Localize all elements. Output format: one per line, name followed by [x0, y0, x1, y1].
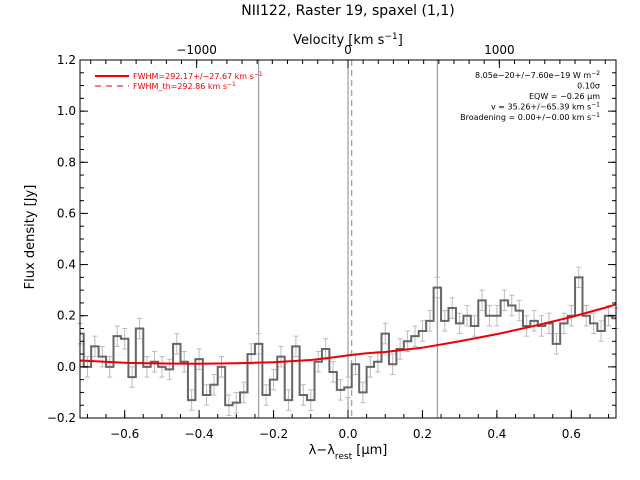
- y-tick-label: 0.4: [57, 258, 76, 272]
- axes-layer: −0.6 −0.4 −0.2 0.0 0.2 0.4 0.6 −1000 0 1000 −0.2 0.…: [47, 43, 617, 441]
- y-tick-label: −0.2: [47, 411, 76, 425]
- top-tick-label: 1000: [484, 43, 515, 57]
- x-tick-label: −0.4: [185, 427, 214, 441]
- fit-layer: [79, 303, 617, 365]
- annotation-text: 8.05e−20+/−7.60e−19 W m−2: [475, 70, 600, 81]
- annotation-main: EQW = −0.26 μm: [529, 92, 600, 101]
- top-axis-label-sup: −1: [384, 32, 397, 42]
- x-tick-label: 0.0: [338, 427, 357, 441]
- fit-line: [79, 303, 617, 365]
- legend-label-main: FWHM=292.17+/−27.67 km s: [133, 72, 254, 81]
- x-axis-title: λ−λrest [μm]: [309, 443, 388, 462]
- x-tick-label: −0.6: [110, 427, 139, 441]
- annotation-text: EQW = −0.26 μm: [529, 92, 600, 101]
- annotation-main: 0.10σ: [577, 82, 600, 91]
- x-tick-label: −0.2: [259, 427, 288, 441]
- annotation-main: 8.05e−20+/−7.60e−19 W m: [475, 71, 591, 80]
- x-tick-label: 0.2: [413, 427, 432, 441]
- legend-label-sup: −1: [227, 81, 236, 88]
- top-axis-title: Velocity [km s−1]: [293, 32, 403, 48]
- y-tick-label: 1.0: [57, 104, 76, 118]
- y-tick-label: 1.2: [57, 53, 76, 67]
- x-tick-label: 0.4: [487, 427, 506, 441]
- chart-title: NII122, Raster 19, spaxel (1,1): [241, 3, 454, 19]
- legend-label: FWHM=292.17+/−27.67 km s−1: [133, 71, 263, 82]
- legend-label-sup: −1: [254, 71, 263, 78]
- x-tick-label: 0.6: [562, 427, 581, 441]
- annotation-main: v = 35.26+/−65.39 km s: [491, 103, 591, 112]
- y-tick-label: 0.6: [57, 206, 76, 220]
- annotation-sup: −2: [591, 70, 600, 77]
- y-tick-label: 0.8: [57, 155, 76, 169]
- annotation-sup: −1: [591, 101, 600, 108]
- annotation-main: Broadening = 0.00+/−0.00 km s: [460, 113, 591, 122]
- vertical-lines-layer: [258, 60, 438, 418]
- annotation-text: 0.10σ: [577, 82, 600, 91]
- top-axis-label-text: Velocity [km s: [293, 33, 385, 48]
- annotation-sup: −1: [591, 112, 600, 119]
- annotation-text: v = 35.26+/−65.39 km s−1: [491, 101, 600, 112]
- y-tick-label: 0.2: [57, 309, 76, 323]
- x-axis-label-sub: rest: [335, 452, 353, 462]
- legend-layer: FWHM=292.17+/−27.67 km s−1FWHM_th=292.86…: [95, 71, 263, 92]
- x-axis-label-unit: [μm]: [352, 443, 387, 458]
- legend-label-main: FWHM_th=292.86 km s: [133, 82, 227, 91]
- legend-label: FWHM_th=292.86 km s−1: [133, 81, 236, 92]
- x-axis-label-text: λ−λ: [309, 443, 336, 458]
- top-tick-label: 0: [344, 43, 352, 57]
- annotation-text: Broadening = 0.00+/−0.00 km s−1: [460, 112, 600, 123]
- y-tick-label: 0.0: [57, 360, 76, 374]
- y-axis-title: Flux density [Jy]: [23, 185, 38, 290]
- top-tick-label: −1000: [176, 43, 217, 57]
- top-axis-label-close: ]: [398, 33, 403, 48]
